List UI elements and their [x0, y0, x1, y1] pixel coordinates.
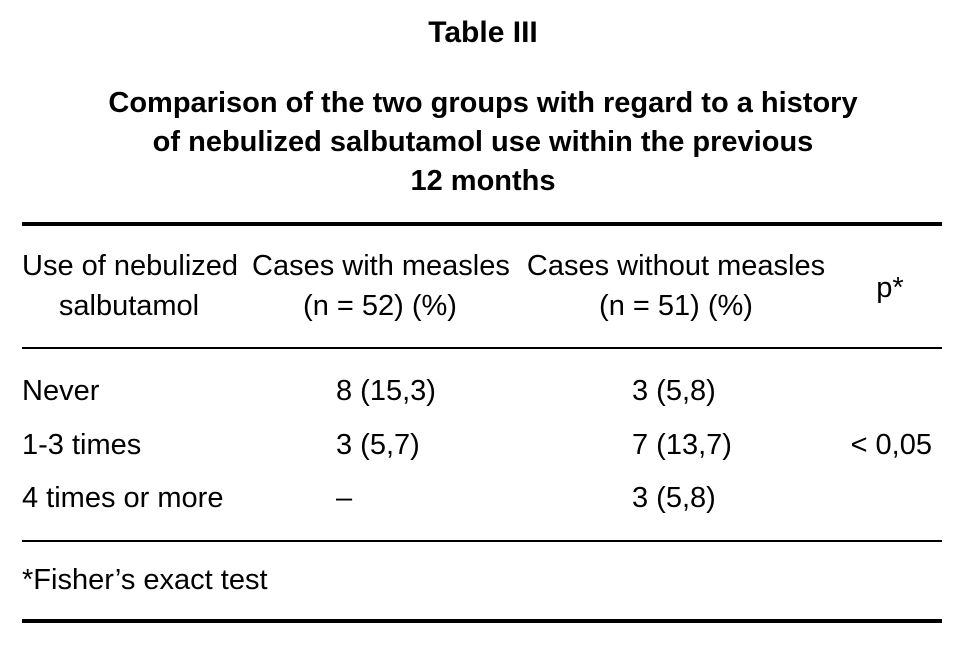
table-number: Table III: [428, 16, 538, 49]
data-bottom-rule: [22, 540, 942, 542]
row-label: 4 times or more: [22, 482, 224, 514]
p-value: < 0,05: [850, 429, 932, 461]
header-line: (n = 51) (%): [599, 290, 753, 322]
cell-with-measles: 8 (15,3): [336, 375, 436, 407]
header-line: Cases with measles: [252, 250, 510, 282]
cell-without-measles: 3 (5,8): [632, 375, 716, 407]
table-bottom-rule: [22, 619, 942, 623]
header-line: (n = 52) (%): [303, 290, 457, 322]
cell-without-measles: 7 (13,7): [632, 429, 732, 461]
cell-with-measles: –: [336, 482, 353, 514]
row-label: 1-3 times: [22, 429, 142, 461]
table-caption-line: Comparison of the two groups with regard…: [108, 87, 858, 119]
header-line: Cases without measles: [526, 250, 826, 282]
table-caption: Comparison of the two groups with regard…: [20, 84, 946, 201]
row-label: Never: [22, 375, 100, 407]
table-caption-line: 12 months: [410, 165, 556, 197]
header-line: Use of nebulized: [22, 250, 239, 282]
header-use-of-salbutamol: Use of nebulized salbutamol: [22, 246, 239, 326]
header-p-value: p*: [876, 272, 904, 304]
table-top-rule: [22, 222, 942, 226]
table-caption-line: of nebulized salbutamol use within the p…: [152, 126, 814, 158]
cell-with-measles: 3 (5,7): [336, 429, 420, 461]
header-line: salbutamol: [58, 290, 200, 322]
footnote: *Fisher’s exact test: [22, 564, 268, 596]
cell-without-measles: 3 (5,8): [632, 482, 716, 514]
header-cases-without-measles: Cases without measles (n = 51) (%): [526, 246, 826, 326]
header-cases-with-measles: Cases with measles (n = 52) (%): [252, 246, 510, 326]
header-divider-rule: [22, 347, 942, 349]
